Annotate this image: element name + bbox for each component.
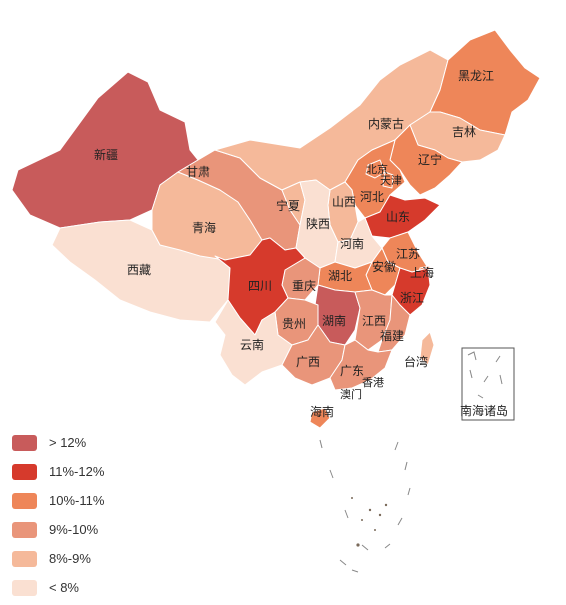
- label-hunan: 湖南: [322, 313, 346, 328]
- label-zhejiang: 浙江: [400, 291, 424, 305]
- label-shanghai: 上海: [410, 265, 434, 280]
- label-ningxia: 宁夏: [276, 198, 300, 213]
- label-chongqing: 重庆: [292, 279, 316, 293]
- legend-swatch: [12, 492, 37, 509]
- legend-label: 11%-12%: [49, 464, 105, 479]
- label-hubei: 湖北: [328, 268, 352, 283]
- province-shandong[interactable]: [364, 194, 441, 239]
- label-hainan: 海南: [310, 404, 334, 419]
- label-beijing: 北京: [366, 162, 388, 176]
- label-guizhou: 贵州: [282, 317, 306, 331]
- province-guangdong[interactable]: [329, 339, 393, 391]
- label-shaanxi: 陕西: [306, 216, 330, 231]
- legend-swatch: [12, 550, 37, 567]
- label-jiangxi: 江西: [362, 314, 386, 328]
- label-xizang: 西藏: [127, 263, 151, 277]
- label-taiwan: 台湾: [404, 354, 428, 369]
- legend-swatch: [12, 434, 37, 451]
- south-sea-dots: [351, 497, 388, 547]
- legend-item[interactable]: 10%-11%: [12, 486, 162, 515]
- province-hainan[interactable]: [309, 407, 331, 429]
- label-sichuan: 四川: [248, 279, 272, 293]
- legend-item[interactable]: > 12%: [12, 428, 162, 457]
- label-guangxi: 广西: [296, 355, 320, 369]
- label-fujian: 福建: [380, 328, 404, 343]
- label-jilin: 吉林: [452, 125, 476, 139]
- label-nanhai: 南海诸岛: [460, 403, 508, 418]
- label-guangdong: 广东: [340, 364, 364, 378]
- label-gansu: 甘肃: [186, 165, 210, 179]
- legend-item[interactable]: 9%-10%: [12, 515, 162, 544]
- legend-item[interactable]: 8%-9%: [12, 544, 162, 573]
- label-yunnan: 云南: [240, 337, 264, 352]
- label-hebei: 河北: [360, 190, 384, 204]
- label-jiangsu: 江苏: [396, 247, 420, 261]
- legend-swatch: [12, 521, 37, 538]
- label-neimenggu: 内蒙古: [368, 116, 404, 131]
- province-tianjin[interactable]: [382, 171, 394, 189]
- label-qinghai: 青海: [192, 220, 216, 235]
- legend-label: > 12%: [49, 435, 87, 450]
- label-xinjiang: 新疆: [94, 147, 118, 162]
- legend-item[interactable]: < 8%: [12, 573, 162, 602]
- legend-label: 8%-9%: [49, 551, 91, 566]
- label-shanxi: 山西: [332, 195, 356, 209]
- legend-item[interactable]: 11%-12%: [12, 457, 162, 486]
- legend-swatch: [12, 463, 37, 480]
- label-anhui: 安徽: [372, 259, 396, 274]
- province-taiwan[interactable]: [419, 331, 435, 366]
- label-tianjin: 天津: [380, 174, 402, 187]
- south-sea-islands: [319, 439, 411, 573]
- label-heilongjiang: 黑龙江: [458, 69, 494, 83]
- legend-label: 9%-10%: [49, 522, 99, 537]
- nanhai-inset: [461, 347, 515, 421]
- label-liaoning: 辽宁: [418, 152, 442, 167]
- legend-label: 10%-11%: [49, 493, 105, 508]
- legend: > 12% 11%-12% 10%-11% 9%-10% 8%-9% < 8%: [12, 428, 162, 602]
- label-xianggang: 香港: [362, 376, 384, 389]
- label-shandong: 山东: [386, 210, 410, 224]
- province-beijing[interactable]: [365, 159, 386, 179]
- legend-swatch: [12, 579, 37, 596]
- label-henan: 河南: [340, 236, 364, 251]
- province-labels: 新疆 西藏 青海 甘肃 内蒙古 黑龙江 吉林 辽宁 北京 天津 河北 山西 宁夏…: [94, 69, 508, 419]
- legend-label: < 8%: [49, 580, 79, 595]
- label-aomen: 澳门: [340, 387, 362, 401]
